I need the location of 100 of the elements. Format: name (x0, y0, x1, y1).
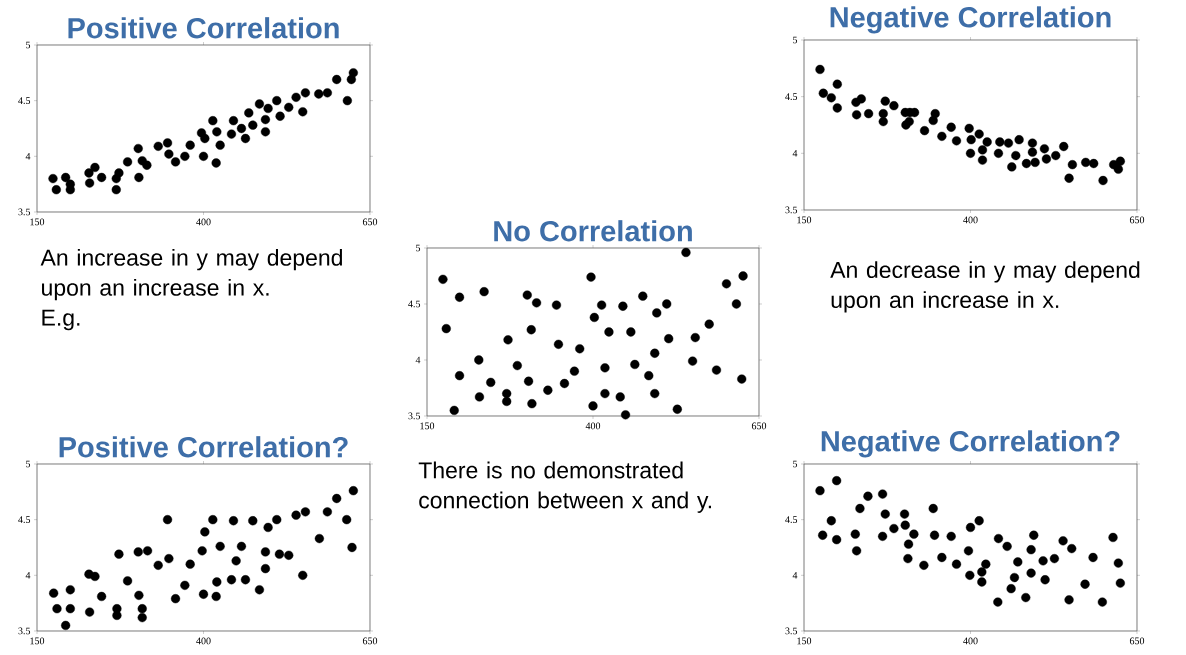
y-tick-label: 4 (415, 356, 421, 364)
point (200, 527, 210, 537)
point (527, 399, 537, 409)
point (543, 385, 553, 395)
point (662, 299, 672, 309)
point (65, 604, 75, 614)
point (1089, 158, 1099, 169)
y-tick-label: 3.5 (785, 627, 798, 635)
point (1021, 592, 1031, 603)
x-tick-label: 400 (963, 216, 978, 224)
y-tick-label: 4.5 (785, 516, 798, 524)
point (737, 374, 747, 384)
point (90, 162, 100, 173)
point (721, 279, 732, 289)
point (928, 503, 938, 514)
point (832, 535, 842, 545)
point (260, 127, 271, 137)
point (966, 135, 976, 145)
point (928, 115, 938, 126)
point (878, 116, 888, 127)
point (291, 510, 301, 520)
text: There is no demonstrated connection between x and y. (418, 461, 712, 513)
point (85, 178, 95, 188)
point (284, 102, 294, 112)
point (522, 290, 532, 300)
point (272, 515, 282, 525)
point (180, 151, 190, 161)
y-tick-label: 4 (25, 572, 31, 579)
point (244, 108, 254, 118)
point (1098, 175, 1108, 186)
point (65, 585, 75, 595)
point (1002, 541, 1012, 551)
point (502, 396, 512, 407)
point (650, 348, 660, 358)
point (877, 531, 888, 541)
point (650, 388, 660, 399)
chart-title: Positive Correlation (68, 17, 339, 39)
point (1067, 544, 1077, 554)
point (153, 560, 163, 570)
point (899, 509, 910, 519)
point (977, 577, 987, 587)
point (850, 529, 860, 539)
point (864, 109, 874, 119)
point (122, 576, 133, 586)
y-tick-label: 4.5 (18, 516, 31, 524)
point (84, 168, 94, 178)
point (982, 137, 992, 147)
point (240, 575, 251, 585)
point (1115, 578, 1125, 588)
point (559, 378, 570, 389)
point (964, 123, 974, 133)
point (815, 64, 825, 75)
point (486, 377, 496, 387)
point (1067, 160, 1077, 170)
x-tick-label: 150 (30, 637, 45, 645)
point (228, 116, 239, 126)
point (993, 597, 1003, 607)
point (951, 136, 962, 146)
point (586, 272, 596, 282)
point (236, 541, 247, 551)
point (454, 371, 465, 381)
point (211, 158, 221, 168)
point (284, 550, 294, 560)
point (937, 131, 947, 141)
point (880, 509, 890, 519)
y-tick-label: 4 (25, 153, 31, 160)
point (111, 185, 121, 195)
point (134, 590, 144, 600)
point (531, 298, 542, 308)
y-tick-label: 3.5 (18, 208, 31, 216)
point (254, 99, 265, 109)
point (1113, 164, 1123, 174)
point (198, 151, 209, 161)
point (137, 604, 147, 614)
point (438, 274, 448, 284)
y-tick-label: 4 (792, 150, 798, 157)
point (588, 401, 598, 411)
y-tick-label: 4.5 (785, 93, 798, 101)
point (977, 567, 987, 577)
point (1026, 568, 1036, 578)
point (1039, 144, 1050, 154)
point (212, 127, 222, 137)
point (681, 247, 691, 258)
point (1080, 579, 1090, 589)
point (228, 516, 239, 526)
point (1049, 554, 1060, 564)
point (981, 559, 991, 569)
point (852, 110, 862, 120)
y-tick-label: 5 (26, 41, 31, 49)
point (569, 366, 580, 376)
point (164, 149, 174, 159)
point (1059, 141, 1069, 152)
x-tick-label: 400 (963, 637, 978, 645)
point (826, 516, 836, 526)
point (1029, 530, 1039, 540)
point (832, 103, 842, 113)
point (200, 133, 210, 144)
chart-title: Negative Correlation? (821, 430, 1120, 458)
point (919, 560, 929, 570)
point (965, 148, 976, 158)
